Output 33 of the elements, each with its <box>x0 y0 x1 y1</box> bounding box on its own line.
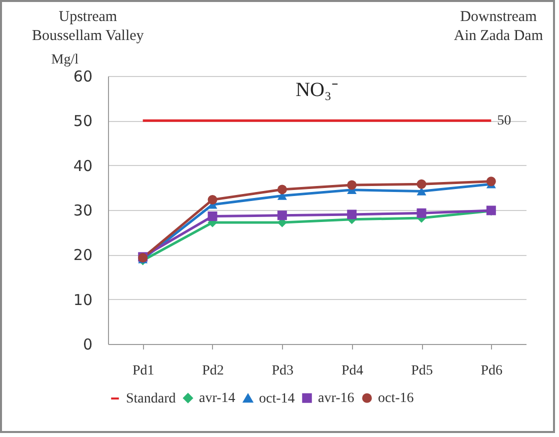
y-tick-label: 10 <box>73 290 92 309</box>
point <box>416 187 426 196</box>
text: Upstream Boussellam Valley <box>32 8 144 46</box>
y-tick-label: 30 <box>73 202 92 220</box>
y-tick-label: 40 <box>73 156 92 175</box>
point <box>416 208 426 218</box>
legend-label: avr-16 <box>318 391 354 406</box>
point <box>416 179 426 189</box>
x-tick-label: Pd4 <box>341 364 364 378</box>
y-tick-label: 20 <box>73 246 92 264</box>
legend-label: avr-14 <box>199 391 236 406</box>
legend-label: oct-16 <box>378 391 414 406</box>
point <box>347 180 357 190</box>
legend-label: Standard <box>126 392 176 406</box>
x-tick-label: Pd5 <box>411 364 433 378</box>
y-tick-label: 50 <box>73 112 92 130</box>
legend-label: oct-14 <box>259 391 295 406</box>
y-tick-label: 0 <box>82 336 92 354</box>
data-label: 50 <box>497 114 512 129</box>
point <box>208 194 218 204</box>
y-axis-title: Mg/l <box>51 52 79 68</box>
x-tick-label: Pd3 <box>272 364 294 378</box>
point <box>277 210 287 220</box>
chart-title: NO₃⁻ <box>296 79 338 101</box>
point <box>208 212 218 221</box>
x-tick-label: Pd6 <box>480 364 503 378</box>
y-tick-label: 60 <box>73 68 92 86</box>
point <box>347 210 357 220</box>
text: Downstream Ain Zada Dam <box>454 8 543 46</box>
x-tick-label: Pd2 <box>202 364 224 378</box>
point <box>486 176 496 186</box>
x-tick-label: Pd1 <box>132 364 154 378</box>
point <box>277 184 287 194</box>
